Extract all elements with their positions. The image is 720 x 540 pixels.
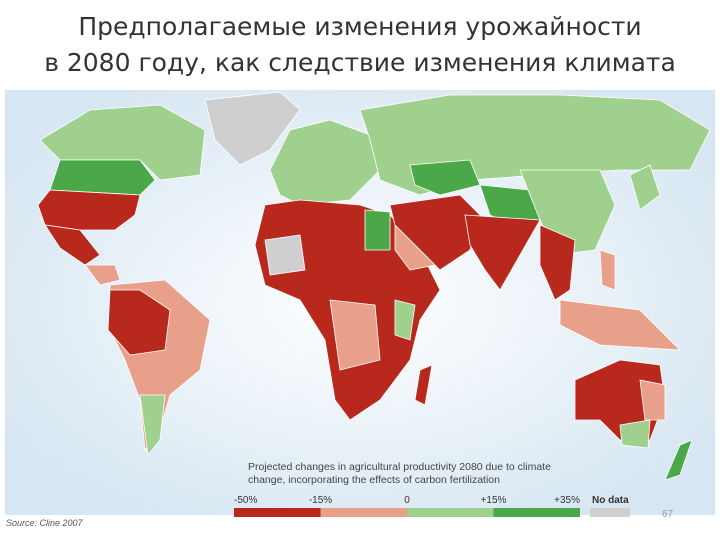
legend-no-data-label: No data <box>592 495 629 506</box>
title-line: в 2080 году, как следствие изменения кли… <box>44 48 676 77</box>
legend-tick-label: -15% <box>309 495 332 506</box>
philippines <box>599 249 616 291</box>
egypt <box>364 209 391 251</box>
legend: Projected changes in agricultural produc… <box>234 461 630 517</box>
andes-amazon <box>107 289 171 356</box>
central-africa <box>329 299 381 371</box>
australia <box>574 359 666 441</box>
greenland <box>204 91 301 166</box>
new-zealand <box>664 439 693 481</box>
kazakhstan <box>409 159 481 196</box>
arabia <box>394 224 436 271</box>
countries <box>37 91 711 481</box>
sahara-no-data <box>264 234 306 276</box>
madagascar <box>414 364 433 406</box>
kenya <box>394 299 416 341</box>
usa-south <box>37 189 141 231</box>
central-america <box>84 264 121 286</box>
legend-tick-label: +15% <box>481 495 507 506</box>
title-line: Предполагаемые изменения урожайности <box>78 12 642 41</box>
legend-band <box>493 508 580 517</box>
mexico <box>44 224 101 266</box>
india <box>464 214 541 291</box>
australia-east <box>639 379 666 421</box>
japan-korea <box>629 164 661 211</box>
indonesia <box>559 299 682 351</box>
usa-north <box>49 159 156 196</box>
source: Source: Cline 2007 <box>6 518 84 528</box>
legend-title: change, incorporating the effects of car… <box>248 474 500 486</box>
argentina <box>139 394 166 456</box>
legend-tick-label: -50% <box>234 495 257 506</box>
page-number: 67 <box>662 509 674 520</box>
legend-no-data-swatch <box>590 508 630 517</box>
legend-title: Projected changes in agricultural produc… <box>248 461 551 473</box>
legend-tick-label: +35% <box>554 495 580 506</box>
australia-southeast <box>619 419 651 449</box>
legend-band <box>234 508 321 517</box>
legend-band <box>407 508 494 517</box>
legend-band <box>320 508 407 517</box>
legend-tick-label: 0 <box>404 495 410 506</box>
southeast-asia <box>539 224 576 301</box>
